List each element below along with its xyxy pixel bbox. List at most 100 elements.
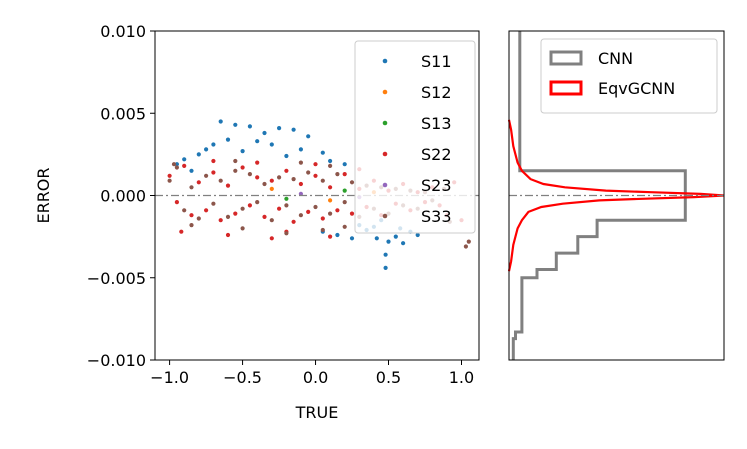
point-s33: [342, 200, 347, 205]
point-s22: [313, 162, 318, 167]
point-s33: [298, 213, 303, 218]
x-tick-label: 1.0: [449, 368, 474, 387]
point-s11: [291, 127, 296, 132]
point-s33: [298, 160, 303, 165]
point-s22: [196, 180, 201, 185]
point-s11: [174, 162, 179, 167]
y-tick-label: 0.000: [100, 187, 146, 206]
point-s11: [247, 124, 252, 129]
point-s22: [342, 172, 347, 177]
x-tick-label: 0.5: [376, 368, 401, 387]
point-s11: [225, 137, 231, 142]
point-s11: [277, 126, 282, 131]
point-s33: [171, 162, 177, 167]
point-s33: [233, 168, 238, 173]
point-s33: [233, 158, 238, 164]
point-s33: [189, 223, 194, 228]
x-tick-label: −1.0: [150, 368, 189, 387]
point-s11: [196, 152, 201, 157]
point-s33: [277, 175, 282, 180]
point-s11: [298, 147, 303, 152]
point-s33: [225, 214, 231, 219]
point-s11: [374, 236, 379, 241]
point-s22: [328, 234, 333, 239]
legend-patch-eqvgcnn: [549, 80, 583, 96]
legend-label-cnn: CNN: [598, 49, 633, 68]
point-s22: [255, 175, 260, 180]
point-s22: [211, 170, 216, 175]
point-s12: [328, 198, 333, 203]
cnn-histogram-outline: [511, 31, 687, 360]
point-s11: [306, 134, 311, 139]
point-s11: [342, 162, 347, 167]
point-s11: [401, 241, 406, 246]
point-s11: [393, 234, 398, 239]
point-s22: [179, 229, 184, 234]
point-s33: [240, 206, 245, 211]
point-s22: [174, 200, 179, 205]
legend-label-s23: S23: [421, 176, 452, 195]
legend-label-s13: S13: [421, 114, 452, 133]
point-s22: [211, 158, 216, 164]
point-s33: [328, 163, 333, 168]
legend-label-s11: S11: [421, 52, 452, 71]
point-s11: [415, 232, 420, 238]
point-s22: [349, 211, 355, 216]
point-s33: [174, 165, 179, 170]
point-s11: [386, 239, 391, 244]
point-s22: [328, 185, 333, 190]
point-s33: [211, 201, 216, 206]
legend-box: [354, 40, 476, 234]
y-tick-label: −0.005: [87, 269, 146, 288]
point-s11: [328, 158, 333, 164]
point-s22: [284, 168, 289, 173]
point-s22: [189, 213, 194, 218]
point-s33: [335, 172, 340, 177]
point-s22: [291, 219, 296, 224]
point-s11: [204, 147, 209, 152]
legend-patch-cnn: [549, 50, 583, 66]
point-s22: [262, 214, 267, 219]
point-s33: [284, 203, 289, 208]
point-s11: [383, 265, 388, 270]
point-s11: [320, 150, 325, 155]
hist-legend-box: [540, 38, 718, 114]
legend-label-s12: S12: [421, 83, 452, 102]
point-s33: [182, 208, 187, 213]
point-s11: [269, 142, 274, 147]
point-s33: [306, 170, 311, 175]
legend-marker-s22: [382, 151, 388, 157]
point-s33: [204, 173, 209, 178]
point-s22: [335, 208, 340, 213]
point-s22: [182, 163, 187, 168]
point-s22: [204, 208, 209, 213]
scatter-panel: S11 S12 S13 S22 S23 S33 −1.0 −0.5 0.0 0.5 1.0 0.010…: [34, 22, 480, 422]
point-s12: [269, 186, 274, 191]
point-s11: [189, 168, 194, 173]
point-s22: [269, 178, 274, 183]
point-s22: [313, 173, 318, 178]
point-s22: [269, 236, 274, 241]
legend-marker-s12: [382, 89, 388, 95]
point-s11: [240, 149, 245, 154]
point-s22: [277, 206, 282, 211]
point-s33: [320, 227, 325, 233]
histogram-panel: CNN EqvGCNN: [507, 30, 725, 361]
point-s11: [335, 232, 340, 238]
legend-label-s33: S33: [421, 207, 452, 226]
point-s22: [255, 160, 260, 165]
point-s22: [225, 232, 231, 238]
point-s33: [463, 244, 468, 249]
x-tick-label: 0.0: [303, 368, 328, 387]
point-s11: [182, 157, 187, 162]
point-s22: [240, 165, 245, 170]
point-s33: [240, 226, 245, 231]
point-s22: [233, 211, 238, 216]
point-s33: [284, 231, 289, 236]
point-s33: [167, 178, 172, 183]
point-s11: [218, 119, 223, 124]
y-tick-label: −0.010: [87, 351, 146, 370]
y-tick-label: 0.010: [100, 22, 146, 41]
point-s11: [262, 130, 267, 136]
